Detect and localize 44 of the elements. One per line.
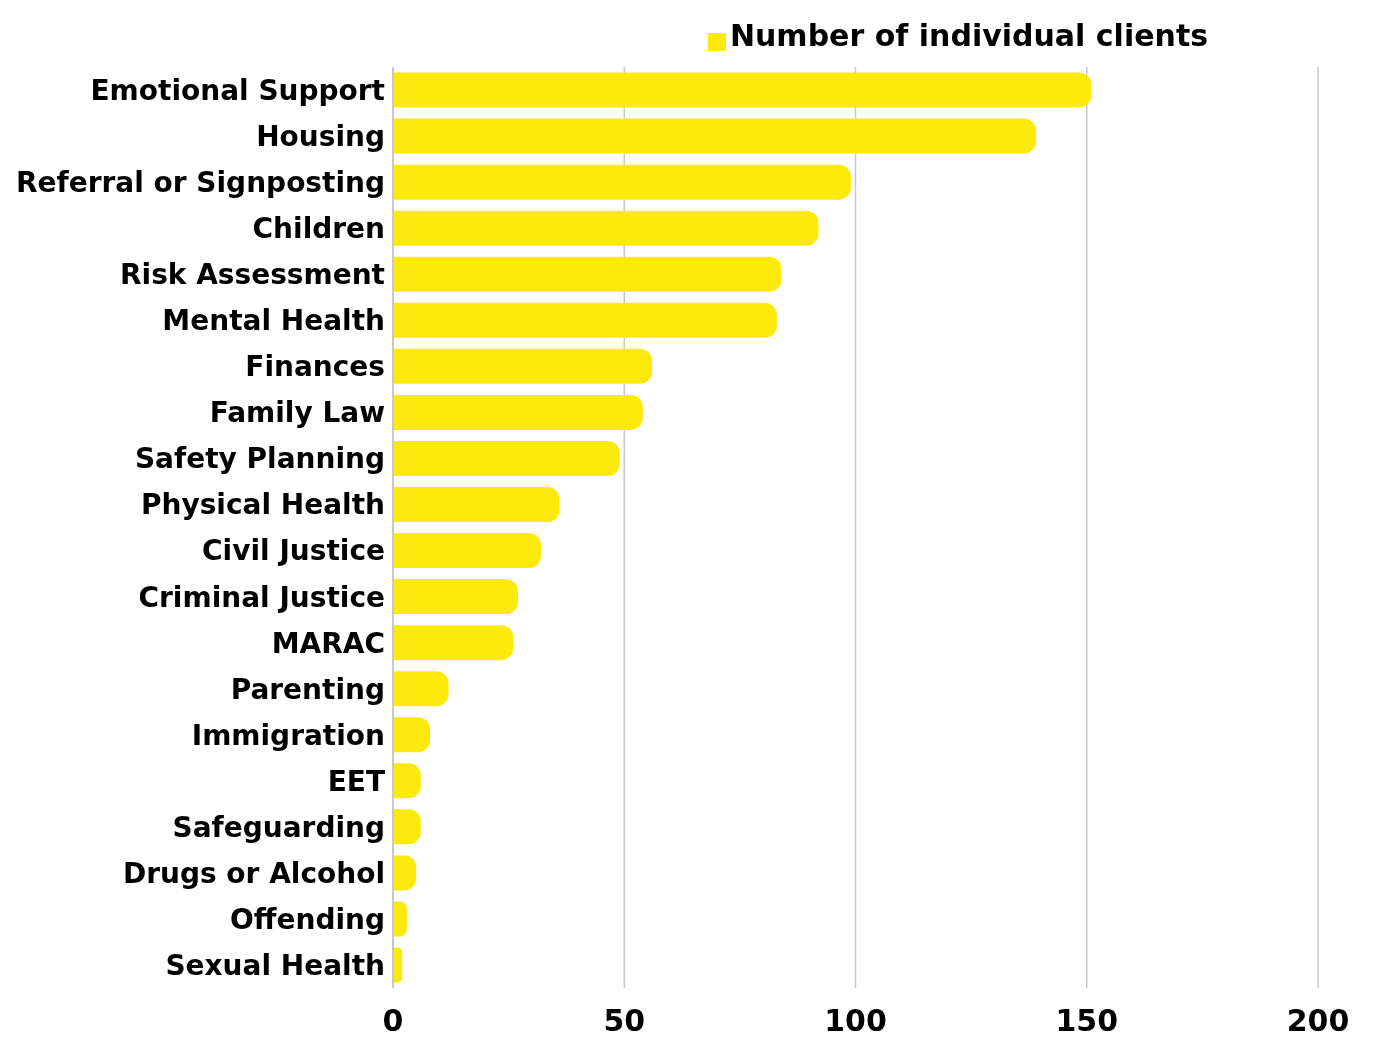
bar: [393, 394, 643, 430]
x-tick-label: 200: [1286, 1003, 1350, 1039]
bar: [393, 717, 430, 753]
y-tick-label: Referral or Signposting: [15, 166, 385, 200]
bar: [393, 72, 1092, 108]
bar: [393, 763, 421, 799]
y-tick-label: Immigration: [191, 718, 385, 752]
y-tick-label: Family Law: [209, 396, 385, 430]
y-tick-label: Safety Planning: [134, 442, 385, 476]
y-tick-label: EET: [327, 764, 385, 798]
bar: [393, 210, 819, 246]
bar: [393, 164, 851, 200]
y-tick-label: Sexual Health: [165, 948, 385, 982]
y-tick-label: MARAC: [271, 626, 385, 660]
legend-label: Number of individual clients: [729, 18, 1209, 53]
bar: [393, 118, 1036, 154]
x-tick-label: 0: [382, 1003, 404, 1039]
y-tick-label: Drugs or Alcohol: [122, 856, 385, 890]
y-tick-label: Parenting: [230, 672, 385, 706]
bar: [393, 533, 541, 569]
bar: [393, 625, 514, 661]
bar: [393, 256, 782, 292]
y-tick-label: Criminal Justice: [138, 580, 385, 614]
y-tick-label: Emotional Support: [90, 73, 385, 107]
y-tick-label: Safeguarding: [172, 810, 385, 844]
y-tick-label: Mental Health: [162, 304, 385, 338]
y-tick-label: Housing: [256, 120, 385, 154]
x-tick-label: 150: [1055, 1003, 1119, 1039]
bar: [393, 348, 652, 384]
bar: [393, 486, 560, 522]
y-tick-label: Civil Justice: [202, 534, 385, 568]
bar: [393, 302, 777, 338]
y-tick-label: Offending: [229, 902, 385, 936]
x-tick-label: 100: [824, 1003, 887, 1039]
y-tick-label: Finances: [245, 350, 385, 384]
bar: [393, 809, 421, 845]
y-tick-label: Risk Assessment: [119, 258, 385, 292]
bar: [393, 440, 620, 476]
bar: [393, 671, 449, 707]
x-tick-label: 50: [603, 1003, 646, 1039]
y-tick-label: Children: [252, 212, 385, 246]
bar: [393, 579, 518, 615]
y-tick-label: Physical Health: [140, 488, 385, 522]
bar: [393, 901, 407, 937]
